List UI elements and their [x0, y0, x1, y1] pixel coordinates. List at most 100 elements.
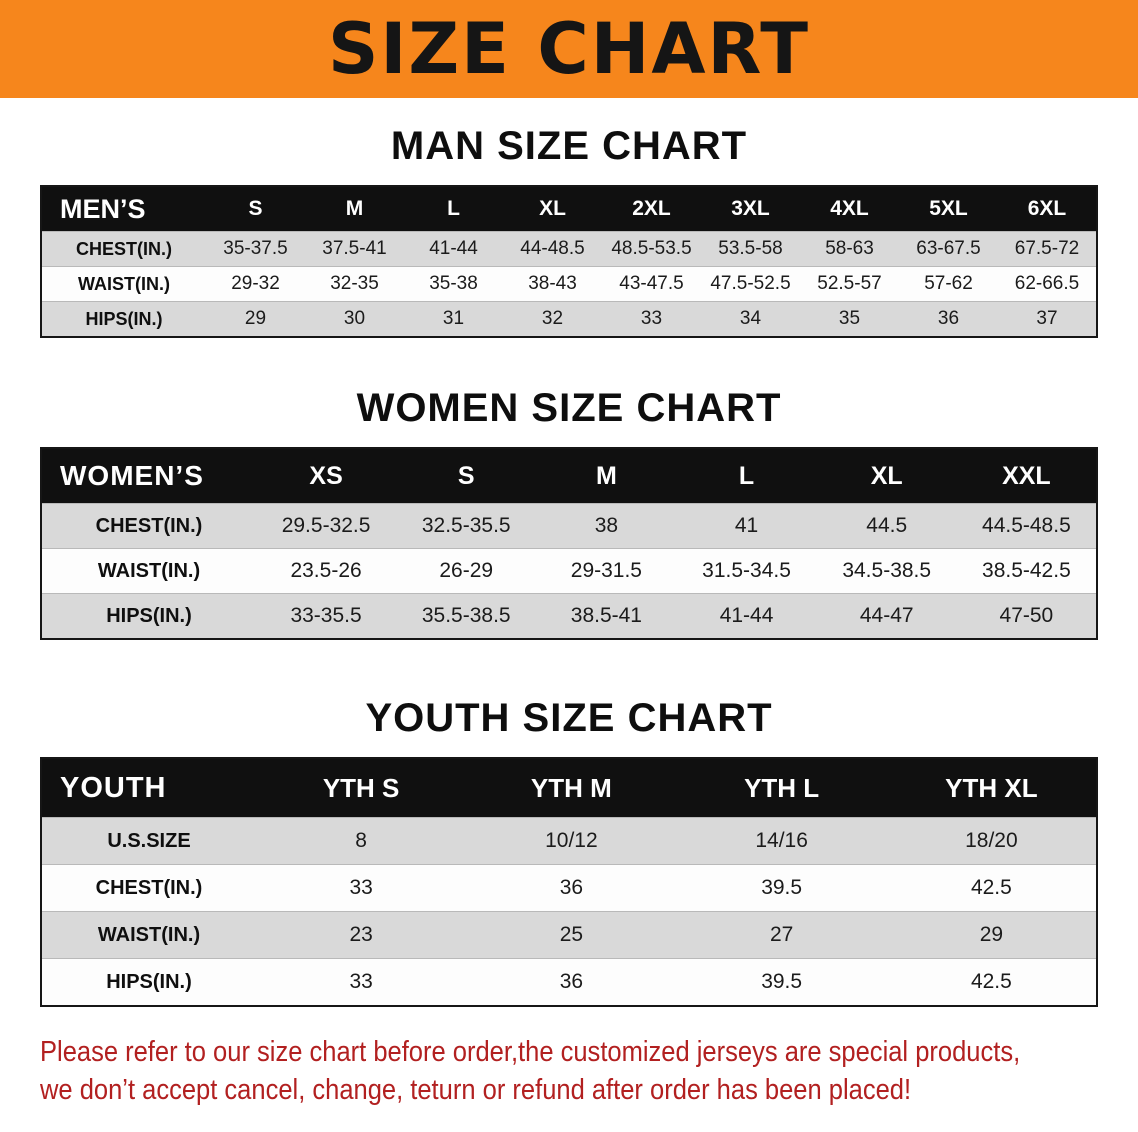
youth-corner-label: YOUTH — [41, 758, 256, 818]
men-hips-row: HIPS(IN.) 29 30 31 32 33 34 35 36 37 — [41, 301, 1097, 337]
row-label: HIPS(IN.) — [85, 308, 163, 329]
value-cell: 39.5 — [761, 876, 803, 899]
youth-header-row: YOUTH YTH S YTH M YTH L YTH XL — [41, 758, 1097, 818]
disclaimer: Please refer to our size chart before or… — [40, 1033, 1138, 1110]
value-cell: 41-44 — [429, 238, 478, 259]
size-column-header: XXL — [956, 448, 1097, 504]
row-label: CHEST(IN.) — [76, 238, 172, 259]
men-chest-row: CHEST(IN.) 35-37.5 37.5-41 41-44 44-48.5… — [41, 231, 1097, 267]
value-cell: 53.5-58 — [718, 238, 783, 259]
banner: SIZE CHART — [0, 0, 1138, 98]
value-cell: 36 — [937, 308, 960, 329]
value-cell: 47.5-52.5 — [710, 273, 791, 294]
men-size-section: MAN SIZE CHART MEN’S S M L XL 2XL 3XL 4X… — [0, 124, 1138, 338]
value-cell: 26-29 — [439, 559, 494, 582]
value-cell: 36 — [559, 970, 584, 993]
value-cell: 44.5 — [866, 514, 908, 537]
size-column-header: 5XL — [899, 186, 998, 232]
value-cell: 62-66.5 — [1014, 273, 1080, 294]
value-cell: 23 — [349, 923, 373, 946]
value-cell: 35-38 — [429, 273, 478, 294]
value-cell: 42.5 — [970, 876, 1012, 899]
men-section-title: MAN SIZE CHART — [390, 124, 748, 168]
value-cell: 67.5-72 — [1014, 238, 1080, 259]
women-hips-row: HIPS(IN.) 33-35.5 35.5-38.5 38.5-41 41-4… — [41, 593, 1097, 639]
value-cell: 30 — [343, 308, 366, 329]
value-cell: 38.5-42.5 — [982, 559, 1071, 582]
women-chest-row: CHEST(IN.) 29.5-32.5 32.5-35.5 38 41 44.… — [41, 503, 1097, 549]
size-column-header: YTH XL — [886, 758, 1097, 818]
value-cell: 42.5 — [970, 970, 1012, 993]
row-label: CHEST(IN.) — [95, 876, 203, 899]
value-cell: 35-37.5 — [223, 238, 288, 259]
value-cell: 14/16 — [755, 829, 808, 852]
value-cell: 33 — [640, 308, 663, 329]
value-cell: 10/12 — [545, 829, 598, 852]
row-label: HIPS(IN.) — [106, 970, 192, 993]
value-cell: 31 — [442, 308, 465, 329]
value-cell: 27 — [769, 923, 794, 946]
row-label: U.S.SIZE — [107, 829, 191, 852]
size-column-header: S — [396, 448, 537, 504]
row-label: CHEST(IN.) — [95, 514, 203, 537]
size-column-header: XL — [816, 448, 957, 504]
value-cell: 23.5-26 — [290, 559, 362, 582]
value-cell: 41-44 — [719, 604, 774, 627]
value-cell: 33-35.5 — [290, 604, 362, 627]
women-size-section: WOMEN SIZE CHART WOMEN’S XS S M L XL XXL… — [0, 386, 1138, 640]
value-cell: 41 — [734, 514, 759, 537]
value-cell: 43-47.5 — [619, 273, 684, 294]
size-column-header: YTH S — [256, 758, 467, 818]
value-cell: 8 — [355, 829, 367, 852]
women-header-row: WOMEN’S XS S M L XL XXL — [41, 448, 1097, 504]
disclaimer-line: Please refer to our size chart before or… — [40, 1036, 1021, 1068]
size-column-header: YTH L — [676, 758, 887, 818]
value-cell: 44-48.5 — [520, 238, 585, 259]
women-corner-label: WOMEN’S — [41, 448, 256, 504]
value-cell: 29 — [244, 308, 267, 329]
size-column-header: M — [536, 448, 677, 504]
value-cell: 32.5-35.5 — [421, 514, 511, 537]
value-cell: 37 — [1036, 308, 1058, 329]
value-cell: 37.5-41 — [322, 238, 387, 259]
youth-section-title: YOUTH SIZE CHART — [365, 696, 773, 740]
size-column-header: 4XL — [800, 186, 899, 232]
size-column-header: 3XL — [701, 186, 800, 232]
value-cell: 33 — [349, 876, 373, 899]
value-cell: 34.5-38.5 — [842, 559, 932, 582]
value-cell: 38 — [594, 514, 619, 537]
size-column-header: S — [206, 186, 305, 232]
size-column-header: L — [676, 448, 817, 504]
value-cell: 29.5-32.5 — [281, 514, 371, 537]
youth-size-section: YOUTH SIZE CHART YOUTH YTH S YTH M YTH L… — [0, 696, 1138, 1007]
men-size-table: MEN’S S M L XL 2XL 3XL 4XL 5XL 6XL CHEST… — [40, 185, 1098, 338]
page-title: SIZE CHART — [327, 8, 811, 90]
size-column-header: XL — [503, 186, 602, 232]
men-corner-label: MEN’S — [41, 186, 206, 232]
youth-hips-row: HIPS(IN.) 33 36 39.5 42.5 — [41, 958, 1097, 1006]
value-cell: 31.5-34.5 — [702, 559, 791, 582]
value-cell: 35 — [838, 308, 861, 329]
value-cell: 58-63 — [825, 238, 874, 259]
row-label: HIPS(IN.) — [106, 604, 192, 627]
value-cell: 34 — [739, 308, 762, 329]
value-cell: 33 — [349, 970, 373, 993]
size-column-header: YTH M — [466, 758, 677, 818]
value-cell: 36 — [559, 876, 584, 899]
value-cell: 29-31.5 — [570, 559, 642, 582]
youth-chest-row: CHEST(IN.) 33 36 39.5 42.5 — [41, 864, 1097, 912]
value-cell: 29 — [979, 923, 1004, 946]
value-cell: 57-62 — [924, 273, 973, 294]
men-waist-row: WAIST(IN.) 29-32 32-35 35-38 38-43 43-47… — [41, 266, 1097, 302]
value-cell: 39.5 — [761, 970, 803, 993]
size-column-header: XS — [256, 448, 397, 504]
value-cell: 44-47 — [859, 604, 914, 627]
size-column-header: M — [305, 186, 404, 232]
men-header-row: MEN’S S M L XL 2XL 3XL 4XL 5XL 6XL — [41, 186, 1097, 232]
size-column-header: L — [404, 186, 503, 232]
value-cell: 38.5-41 — [570, 604, 642, 627]
value-cell: 25 — [559, 923, 584, 946]
value-cell: 29-32 — [231, 273, 280, 294]
size-column-header: 2XL — [602, 186, 701, 232]
